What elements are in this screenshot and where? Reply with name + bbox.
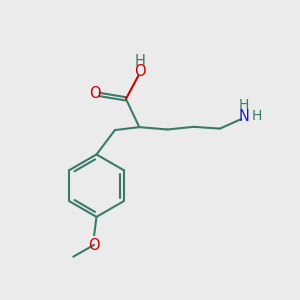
- Text: O: O: [89, 86, 101, 101]
- Text: O: O: [134, 64, 146, 79]
- Text: O: O: [88, 238, 99, 253]
- Text: H: H: [238, 98, 249, 112]
- Text: N: N: [239, 109, 250, 124]
- Text: H: H: [251, 109, 262, 123]
- Text: H: H: [134, 54, 145, 69]
